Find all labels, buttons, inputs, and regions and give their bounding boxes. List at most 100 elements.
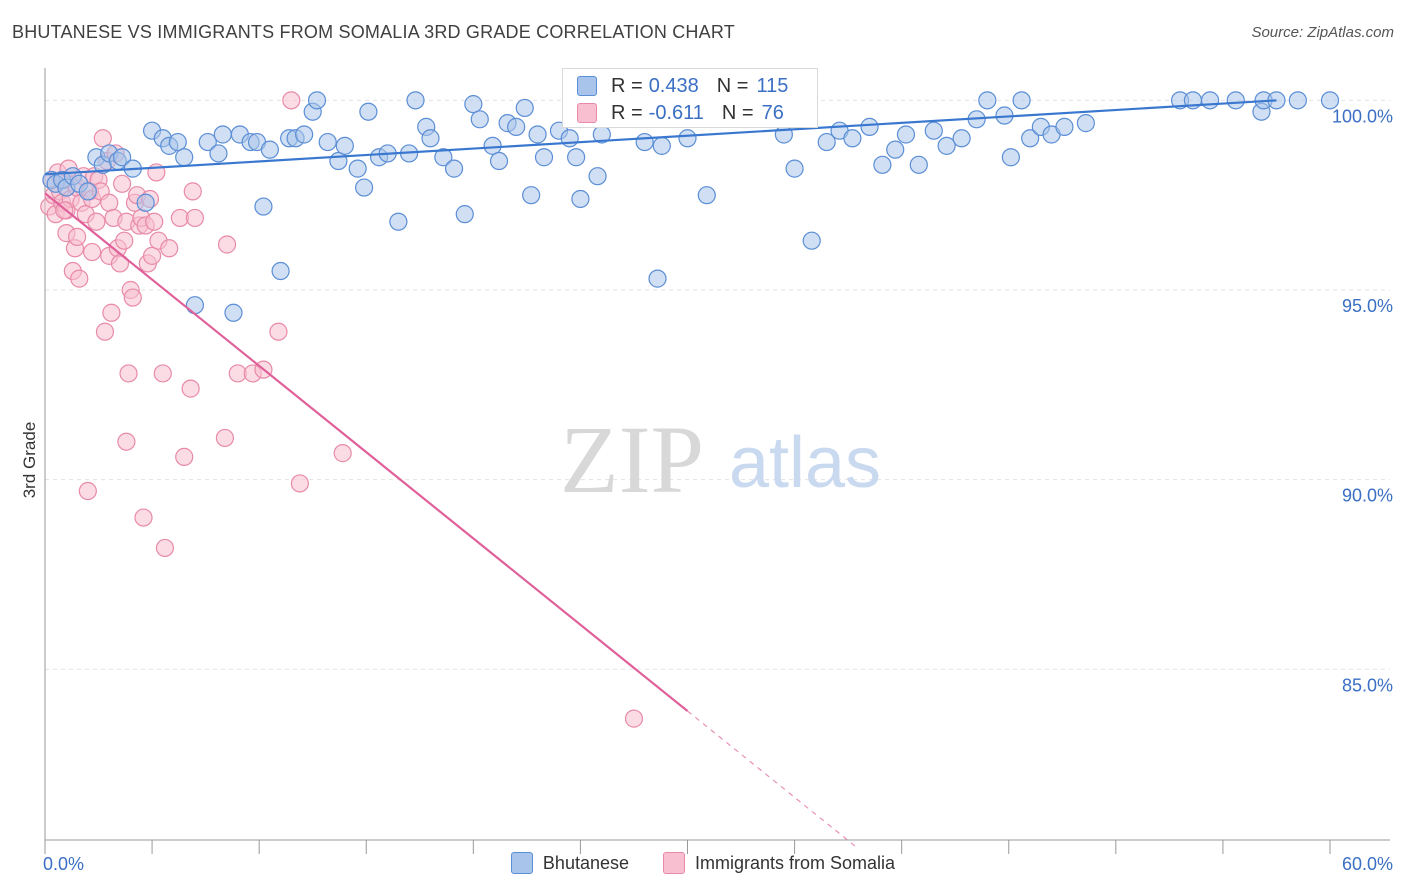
point-bhutanese [1001,148,1020,167]
stats-row-bhutanese: R = 0.438 N = 115 [577,72,788,100]
point-bhutanese [567,148,586,167]
point-bhutanese [1200,91,1220,110]
point-bhutanese [802,231,821,250]
point-bhutanese [318,132,337,152]
point-somalia [142,246,162,265]
point-bhutanese [522,186,541,205]
legend-item-somalia[interactable]: Immigrants from Somalia [663,852,895,874]
point-bhutanese [295,125,314,144]
trend-lines [44,99,1277,850]
point-somalia [95,322,115,341]
point-bhutanese [924,121,943,140]
point-bhutanese [421,129,440,148]
point-bhutanese [359,102,378,121]
point-somalia [117,432,136,451]
point-somalia [119,364,138,383]
stats-swatch-bhutanese [577,76,597,96]
stats-swatch-somalia [577,103,597,123]
point-somalia [100,193,119,212]
point-somalia [68,227,87,246]
source-label: Source: ZipAtlas.com [1251,24,1394,41]
point-bhutanese [260,140,279,159]
point-somalia [175,447,194,466]
y-tick-label: 85.0% [1342,675,1393,695]
point-bhutanese [1021,129,1040,148]
stats-r-value: -0.611 [648,101,704,124]
legend-swatch-bhutanese [510,852,533,874]
point-somalia [155,538,175,558]
point-somalia [112,174,132,193]
gridlines [45,99,1390,670]
point-somalia [269,322,288,341]
point-bhutanese [464,95,483,114]
point-bhutanese [335,136,354,155]
point-bhutanese [785,159,804,178]
y-tick-label: 95.0% [1342,296,1393,316]
series-somalia-points [40,91,644,728]
point-somalia [102,303,121,322]
point-bhutanese [136,193,155,212]
point-bhutanese [455,205,474,224]
x-tick-label-min: 0.0% [43,854,84,874]
point-bhutanese [198,132,217,152]
point-somalia [333,444,352,463]
point-somalia [78,481,97,501]
point-bhutanese [444,159,464,178]
point-bhutanese [224,303,243,322]
point-bhutanese [307,91,327,110]
point-bhutanese [896,125,916,144]
point-bhutanese [534,148,554,167]
point-bhutanese [434,148,453,167]
legend-label-somalia: Immigrants from Somalia [695,852,896,873]
point-bhutanese [355,178,374,197]
point-bhutanese [389,212,408,231]
legend-label-bhutanese: Bhutanese [542,852,629,873]
point-somalia [215,428,234,448]
stats-n-value: 76 [761,101,784,124]
y-tick-labels: 85.0% 90.0% 95.0% 100.0% [1332,106,1393,695]
point-somalia [134,508,153,527]
point-bhutanese [483,136,502,155]
point-bhutanese [78,182,97,201]
point-bhutanese [1012,91,1031,110]
point-bhutanese [507,117,526,136]
point-bhutanese [271,261,290,281]
watermark-zip: ZIP [560,406,704,513]
point-somalia [93,129,112,148]
point-bhutanese [952,129,971,148]
point-bhutanese [515,98,534,118]
legend: Bhutanese Immigrants from Somalia [0,852,1406,874]
stats-n-label: N = [721,101,754,124]
stats-r-value: 0.438 [648,74,699,97]
axes [44,68,1390,854]
point-somalia [87,212,106,231]
point-bhutanese [937,136,956,155]
chart-title: BHUTANESE VS IMMIGRANTS FROM SOMALIA 3RD… [12,22,735,42]
point-bhutanese [909,155,928,174]
point-somalia [282,91,301,110]
point-bhutanese [254,197,273,216]
point-bhutanese [209,144,228,163]
stats-r-label: R = [611,101,643,124]
point-bhutanese [1320,91,1340,110]
point-bhutanese [678,129,697,148]
point-bhutanese [329,151,348,171]
trendline-somalia-extension [687,710,860,850]
point-bhutanese [112,148,132,167]
legend-item-bhutanese[interactable]: Bhutanese [510,852,629,874]
point-somalia [115,231,134,250]
trendline-bhutanese [44,99,1277,176]
point-bhutanese [817,132,836,152]
point-bhutanese [213,125,232,144]
stats-n-value: 115 [756,74,789,97]
point-somalia [217,235,237,254]
point-somalia [160,239,179,258]
point-somalia [153,364,172,383]
point-bhutanese [470,110,489,129]
point-somalia [624,709,644,728]
point-somalia [185,208,205,228]
point-bhutanese [406,91,425,110]
point-bhutanese [588,167,607,186]
series-bhutanese-points [42,91,1340,322]
